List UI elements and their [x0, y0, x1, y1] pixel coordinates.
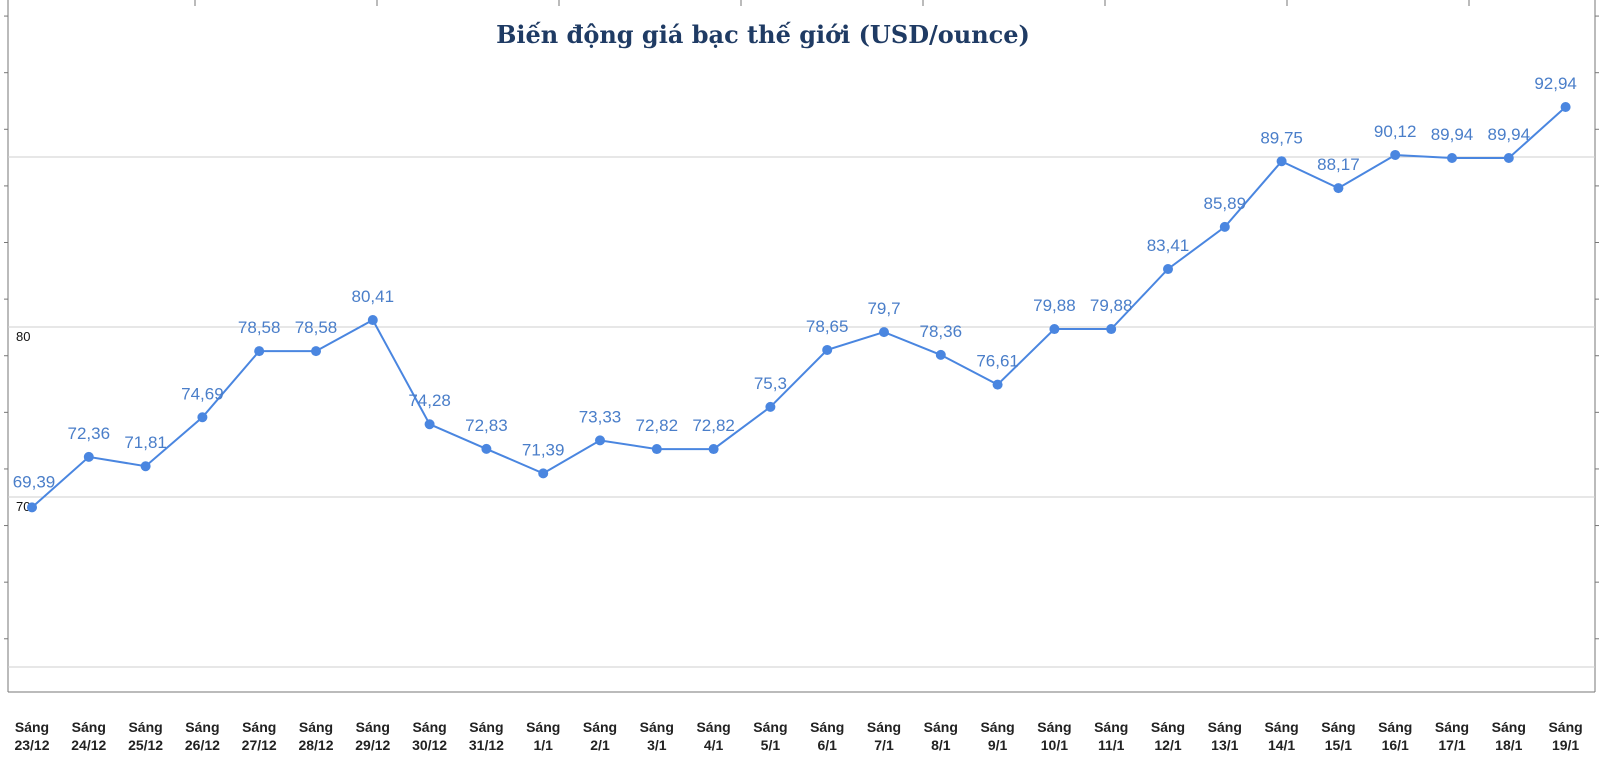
- data-point: [1503, 153, 1514, 164]
- x-tick-label: Sáng 13/1: [1208, 719, 1242, 753]
- x-axis-ticks: Sáng 23/12 Sáng 24/12 Sáng 25/12 Sáng 26/12 Sáng…: [14, 719, 1582, 753]
- data-point: [140, 461, 151, 472]
- data-label: 80,41: [352, 287, 395, 306]
- y-axis-ticks: 70 80: [16, 329, 30, 514]
- series-line-group: [31, 106, 1567, 509]
- data-point: [367, 315, 378, 326]
- x-tick-label: Sáng 17/1: [1435, 719, 1469, 753]
- data-label: 76,61: [976, 352, 1019, 371]
- data-point: [424, 419, 435, 430]
- data-point: [1276, 156, 1287, 167]
- x-tick-label: Sáng 28/12: [298, 719, 333, 753]
- data-labels: 69,39 72,36 71,81 74,69 78,58 78,58 80,41 74,28…: [13, 74, 1577, 491]
- data-label: 79,88: [1090, 296, 1133, 315]
- data-label: 71,39: [522, 440, 565, 459]
- x-tick-label: Sáng 2/1: [583, 719, 617, 753]
- x-tick-label: Sáng 3/1: [640, 719, 674, 753]
- data-label: 79,88: [1033, 296, 1076, 315]
- data-label: 73,33: [579, 407, 622, 426]
- y-tick-label: 80: [16, 329, 30, 344]
- data-label: 69,39: [13, 472, 56, 491]
- data-point: [27, 502, 37, 513]
- x-tick-label: Sáng 14/1: [1264, 719, 1298, 753]
- data-point: [708, 444, 719, 455]
- x-tick-label: Sáng 4/1: [696, 719, 730, 753]
- data-label: 72,83: [465, 416, 508, 435]
- data-label: 78,65: [806, 317, 849, 336]
- data-label: 92,94: [1534, 74, 1577, 93]
- data-point: [1163, 264, 1173, 275]
- data-point: [1219, 221, 1230, 232]
- y-tick-label: 70: [16, 499, 30, 514]
- data-label: 72,82: [692, 416, 735, 435]
- data-point: [1560, 102, 1571, 113]
- x-tick-label: Sáng 11/1: [1094, 719, 1128, 753]
- chart-title: Biến động giá bạc thế giới (USD/ounce): [496, 20, 1030, 49]
- data-point: [83, 451, 94, 462]
- data-label: 74,28: [408, 391, 451, 410]
- x-tick-label: Sáng 27/12: [242, 719, 277, 753]
- data-label: 83,41: [1147, 236, 1190, 255]
- data-point: [1106, 324, 1117, 335]
- data-label: 89,94: [1488, 125, 1531, 144]
- x-tick-label: Sáng 31/12: [469, 719, 504, 753]
- x-tick-label: Sáng 24/12: [71, 719, 106, 753]
- data-label: 89,75: [1260, 128, 1303, 147]
- x-tick-label: Sáng 25/12: [128, 719, 163, 753]
- data-point: [992, 379, 1003, 390]
- x-tick-label: Sáng 6/1: [810, 719, 844, 753]
- data-label: 85,89: [1204, 194, 1247, 213]
- x-tick-label: Sáng 1/1: [526, 719, 560, 753]
- data-points: [27, 102, 1571, 513]
- data-label: 75,3: [754, 374, 787, 393]
- x-tick-label: Sáng 30/12: [412, 719, 447, 753]
- x-tick-label: Sáng 10/1: [1037, 719, 1071, 753]
- data-label: 72,82: [636, 416, 679, 435]
- data-label: 88,17: [1317, 155, 1360, 174]
- data-label: 90,12: [1374, 122, 1417, 141]
- data-point: [822, 344, 833, 355]
- data-point: [197, 412, 208, 423]
- x-tick-label: Sáng 12/1: [1151, 719, 1185, 753]
- data-point: [651, 444, 662, 455]
- data-point: [538, 468, 549, 479]
- data-label: 74,69: [181, 384, 224, 403]
- data-label: 72,36: [68, 424, 111, 443]
- data-point: [765, 401, 776, 412]
- data-label: 78,58: [238, 318, 281, 337]
- data-point: [1390, 149, 1401, 160]
- x-tick-label: Sáng 19/1: [1548, 719, 1582, 753]
- x-tick-label: Sáng 23/12: [14, 719, 49, 753]
- x-tick-label: Sáng 15/1: [1321, 719, 1355, 753]
- x-tick-label: Sáng 8/1: [924, 719, 958, 753]
- gridlines: [8, 156, 1595, 668]
- data-point: [935, 349, 946, 360]
- data-label: 78,58: [295, 318, 338, 337]
- data-point: [595, 435, 605, 446]
- x-tick-label: Sáng 29/12: [355, 719, 390, 753]
- data-label: 79,7: [867, 299, 900, 318]
- x-tick-label: Sáng 18/1: [1492, 719, 1526, 753]
- data-point: [254, 346, 265, 357]
- x-tick-label: Sáng 9/1: [980, 719, 1014, 753]
- data-point: [1333, 183, 1344, 194]
- data-point: [879, 327, 889, 338]
- chart-frame: [4, 0, 1599, 693]
- x-tick-label: Sáng 16/1: [1378, 719, 1412, 753]
- data-point: [1049, 324, 1060, 335]
- data-point: [481, 443, 492, 454]
- data-label: 89,94: [1431, 125, 1474, 144]
- x-tick-label: Sáng 5/1: [753, 719, 787, 753]
- x-tick-label: Sáng 26/12: [185, 719, 220, 753]
- data-point: [311, 346, 321, 357]
- series-line: [31, 106, 1567, 509]
- x-tick-label: Sáng 7/1: [867, 719, 901, 753]
- data-label: 78,36: [920, 322, 963, 341]
- data-point: [1447, 153, 1457, 164]
- data-label: 71,81: [124, 433, 167, 452]
